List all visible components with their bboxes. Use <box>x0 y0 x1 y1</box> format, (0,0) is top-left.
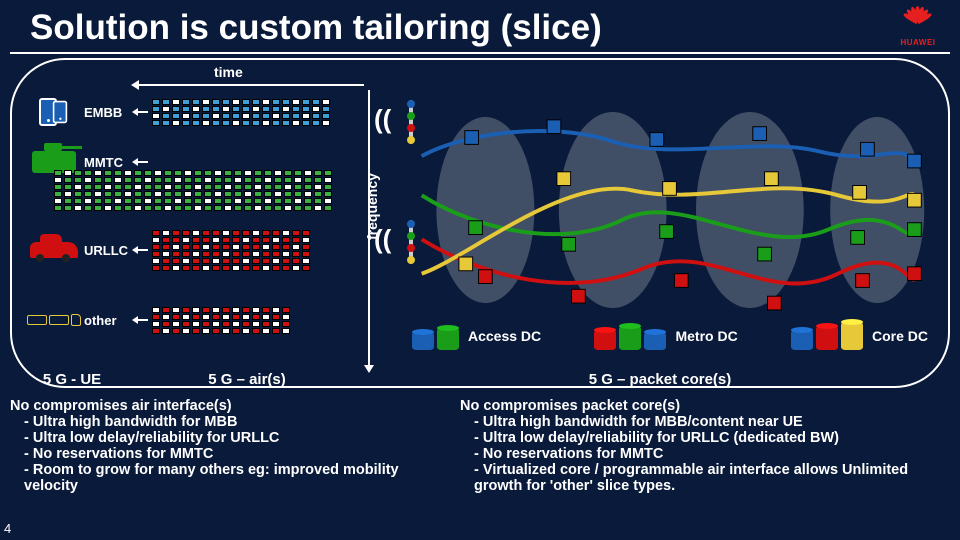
right-list-items: Ultra high bandwidth for MBB/content nea… <box>460 414 950 494</box>
network-area <box>407 70 936 350</box>
dc-access: Access DC <box>412 322 541 350</box>
slice-row-urllc: URLLC <box>24 230 364 270</box>
list-item: Ultra low delay/reliability for URLLC (d… <box>474 430 950 446</box>
logo-text: HUAWEI <box>901 38 936 47</box>
arrow-icon <box>134 249 148 251</box>
huawei-logo: HUAWEI <box>888 6 948 52</box>
main-diagram: time frequency EMBB MMTC URLLC <box>10 58 950 388</box>
page-title: Solution is custom tailoring (slice) <box>0 0 960 52</box>
list-item: No reservations for MMTC <box>24 446 436 462</box>
logo-petals-icon <box>897 6 939 38</box>
slice-row-embb: EMBB <box>24 92 364 132</box>
dc-core: Core DC <box>791 322 928 350</box>
page-number: 4 <box>4 521 11 536</box>
slice-label-urllc: URLLC <box>84 243 134 258</box>
col-air: 5 G – air(s) <box>122 371 372 388</box>
list-item: Ultra low delay/reliability for URLLC <box>24 430 436 446</box>
rb-grid-mmtc <box>54 170 332 211</box>
slice-area: time frequency EMBB MMTC URLLC <box>24 70 384 380</box>
slice-label-other: other <box>84 313 134 328</box>
col-ue: 5 G - UE <box>12 371 122 388</box>
dc-label: Core DC <box>872 328 928 344</box>
slice-row-other: other <box>24 300 364 340</box>
right-list: No compromises packet core(s) Ultra high… <box>460 398 950 494</box>
rb-grid-embb <box>152 99 330 126</box>
arrow-icon <box>134 161 148 163</box>
left-list-items: Ultra high bandwidth for MBBUltra low de… <box>10 414 436 494</box>
phones-icon <box>24 93 84 131</box>
left-list-heading: No compromises air interface(s) <box>10 398 436 414</box>
arrow-icon <box>134 111 148 113</box>
signal-icon: (( <box>374 224 391 255</box>
dc-row: Access DC Metro DC Core DC <box>412 322 928 350</box>
left-list: No compromises air interface(s) Ultra hi… <box>10 398 436 494</box>
slice-label-embb: EMBB <box>84 105 134 120</box>
list-item: Ultra high bandwidth for MBB/content nea… <box>474 414 950 430</box>
list-item: Virtualized core / programmable air inte… <box>474 462 950 494</box>
arrow-icon <box>134 319 148 321</box>
list-item: Ultra high bandwidth for MBB <box>24 414 436 430</box>
right-list-heading: No compromises packet core(s) <box>460 398 950 414</box>
time-axis-label: time <box>214 64 243 80</box>
network-svg <box>407 70 936 350</box>
column-labels: 5 G - UE 5 G – air(s) 5 G – packet core(… <box>12 371 948 388</box>
dc-metro: Metro DC <box>594 322 737 350</box>
dc-label: Metro DC <box>675 328 737 344</box>
bottom-text: No compromises air interface(s) Ultra hi… <box>10 398 950 494</box>
col-core: 5 G – packet core(s) <box>372 371 948 388</box>
rb-grid-urllc <box>152 230 310 271</box>
list-item: No reservations for MMTC <box>474 446 950 462</box>
slice-label-mmtc: MMTC <box>84 155 134 170</box>
train-icon <box>24 301 84 339</box>
rb-grid-other <box>152 307 290 334</box>
list-item: Room to grow for many others eg: improve… <box>24 462 436 494</box>
title-divider <box>10 52 950 54</box>
signal-icon: (( <box>374 104 391 135</box>
time-arrow-icon <box>134 84 364 86</box>
car-icon <box>24 231 84 269</box>
dc-label: Access DC <box>468 328 541 344</box>
